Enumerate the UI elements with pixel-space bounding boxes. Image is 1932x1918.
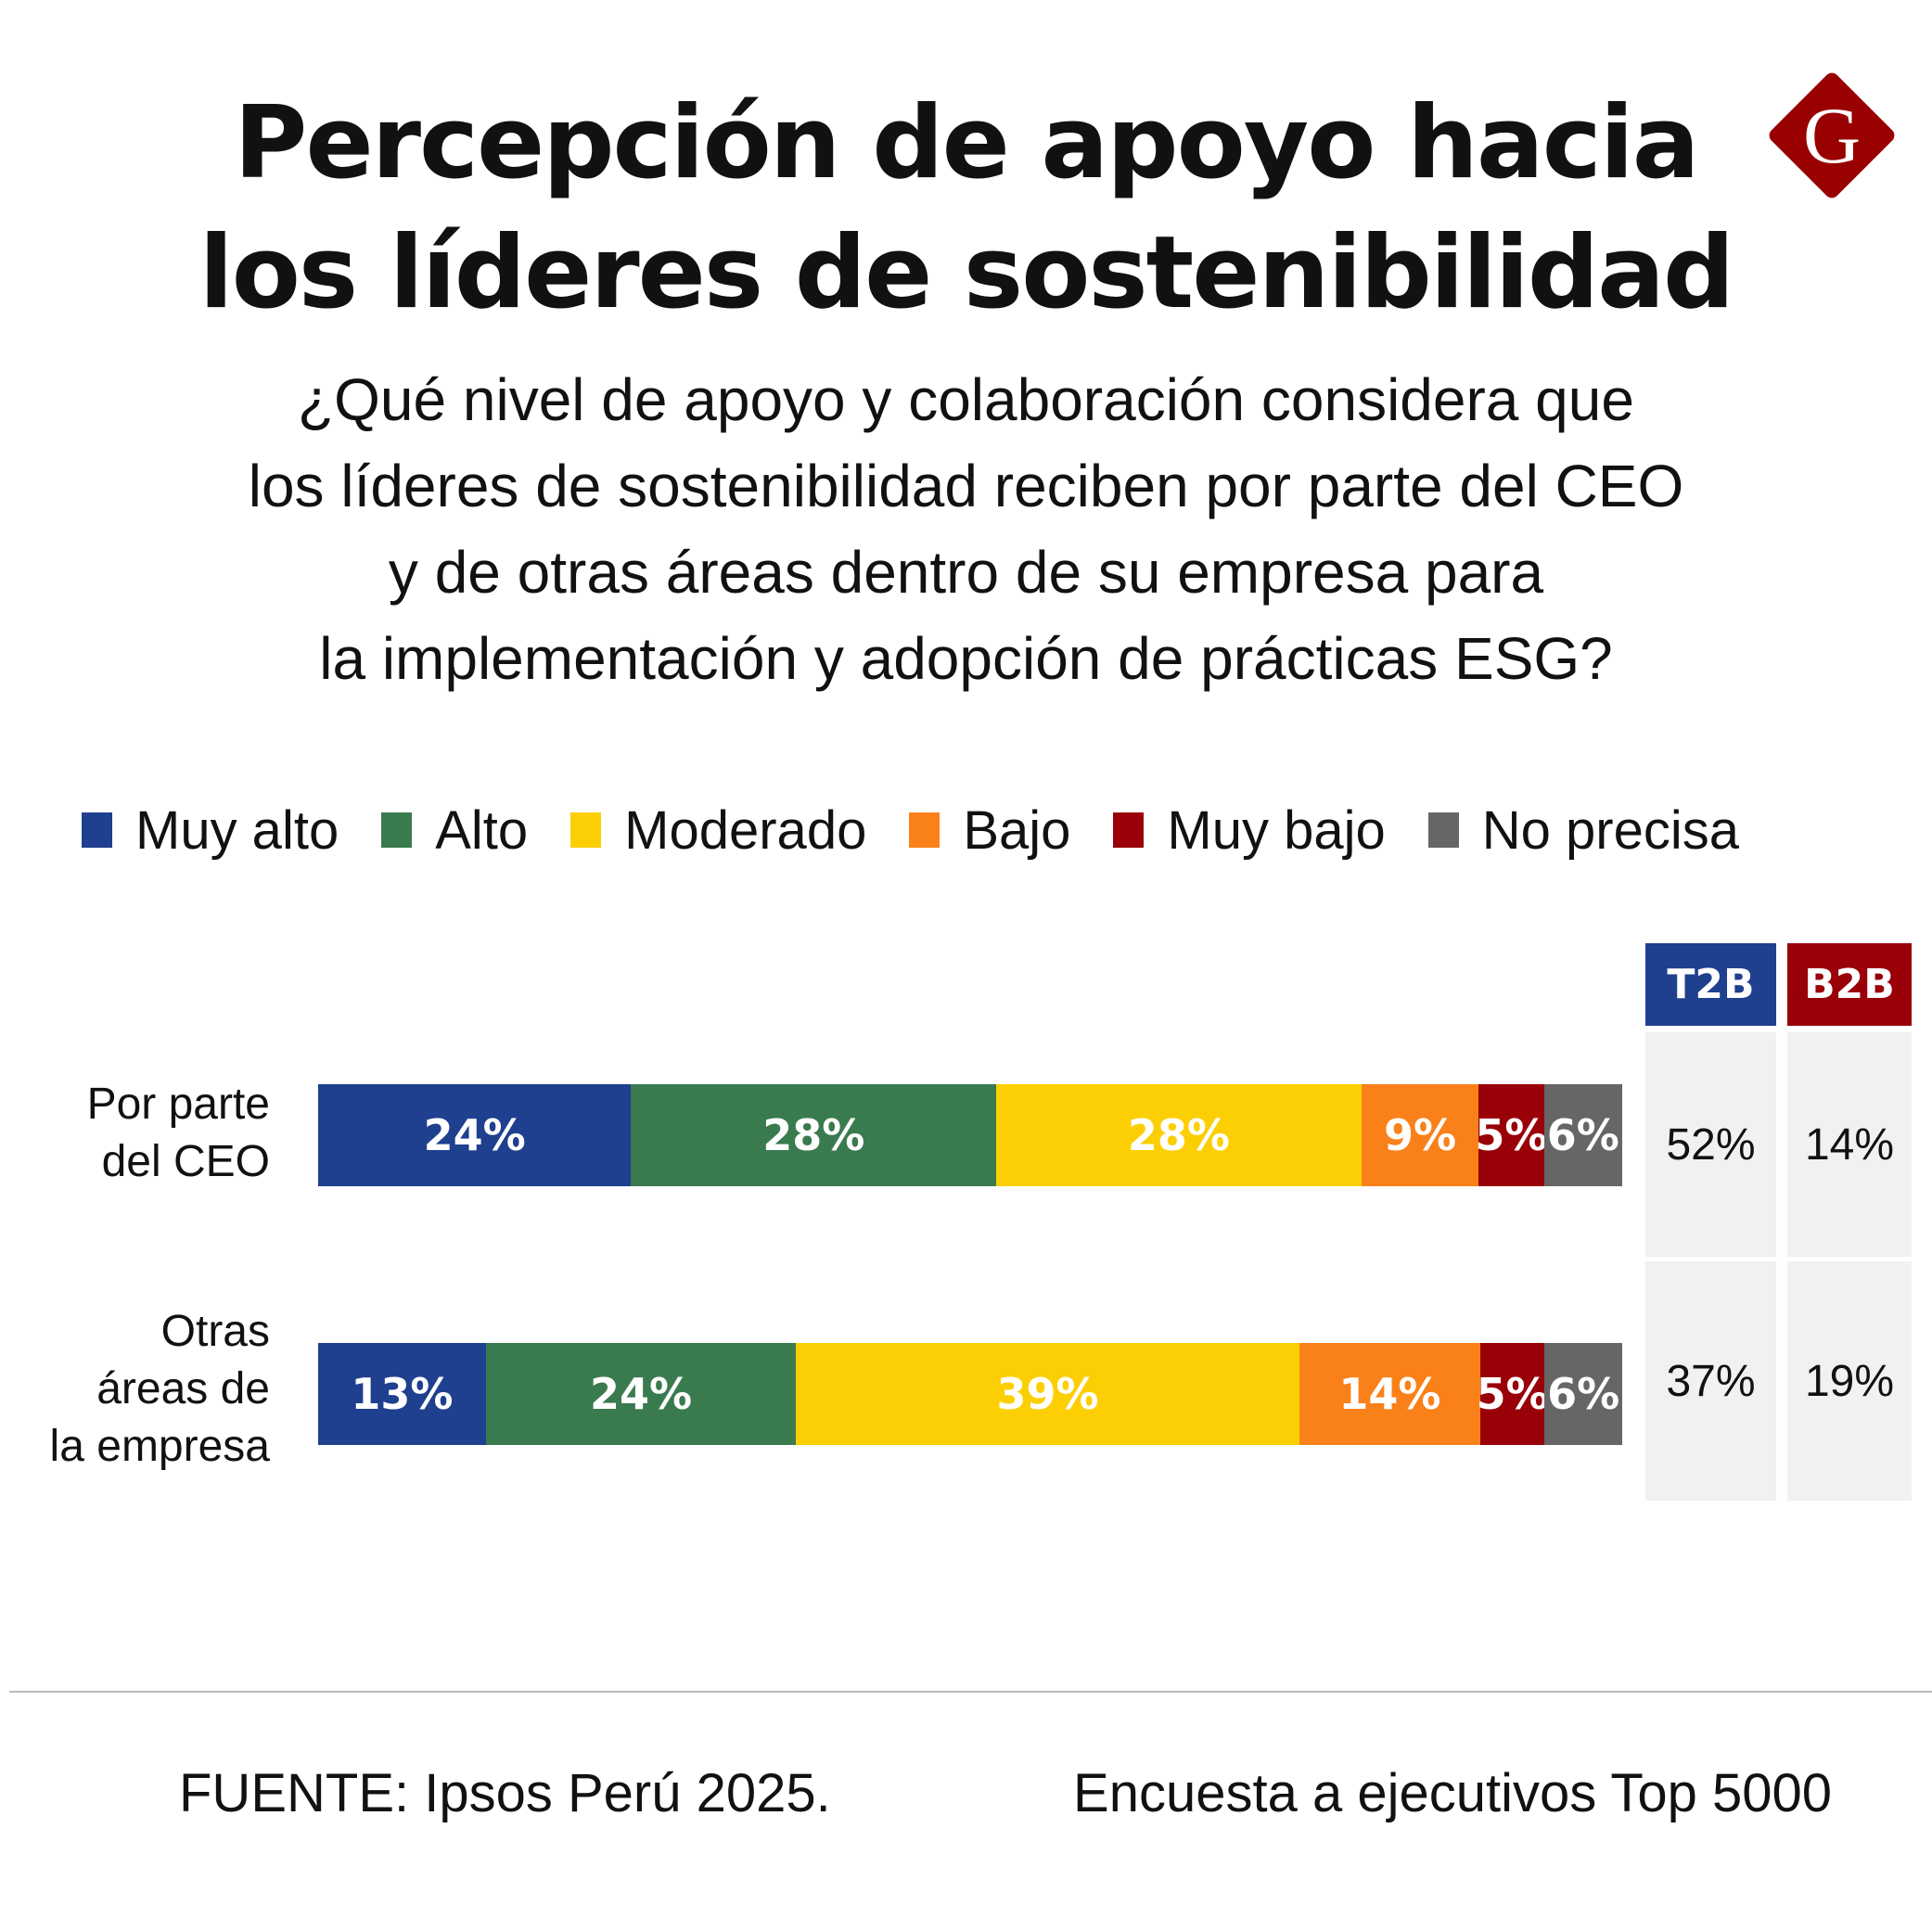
title-line: los líderes de sostenibilidad	[198, 215, 1735, 331]
legend-label: No precisa	[1481, 799, 1739, 861]
legend-swatch	[1113, 812, 1145, 848]
row-label-line: Otras	[160, 1307, 270, 1356]
legend-label: Bajo	[963, 799, 1071, 861]
row-label-line: del CEO	[101, 1137, 270, 1186]
bar-segment: 13%	[318, 1343, 486, 1445]
chart-subtitle: ¿Qué nivel de apoyo y colaboración consi…	[0, 357, 1932, 702]
g-logo-icon: G	[1769, 72, 1895, 198]
t2b-header: T2B	[1645, 943, 1776, 1026]
legend-item: Bajo	[909, 799, 1070, 862]
survey-note: Encuesta a ejecutivos Top 5000	[1073, 1763, 1832, 1823]
data-label: 24%	[423, 1110, 526, 1160]
legend-label: Muy alto	[135, 799, 339, 861]
t2b-value: 37%	[1645, 1261, 1776, 1501]
data-label: 5%	[1476, 1369, 1549, 1419]
data-label: 13%	[351, 1369, 454, 1419]
svg-text:G: G	[1803, 91, 1861, 180]
legend-item: Moderado	[570, 799, 866, 862]
legend: Muy alto Alto Moderado Bajo Muy bajo No preci…	[82, 798, 1782, 863]
bar-segment: 14%	[1299, 1343, 1480, 1445]
divider	[9, 1691, 1932, 1693]
b2b-value: 19%	[1787, 1261, 1912, 1501]
bar-segment: 6%	[1543, 1084, 1622, 1186]
bar-segment: 6%	[1544, 1343, 1622, 1445]
subtitle-line: los líderes de sostenibilidad reciben po…	[248, 453, 1684, 519]
title-line: Percepción de apoyo hacia	[234, 85, 1699, 201]
t2b-value: 52%	[1645, 1032, 1776, 1257]
subtitle-line: ¿Qué nivel de apoyo y colaboración consi…	[298, 366, 1634, 433]
legend-swatch	[1427, 812, 1459, 848]
legend-item: Muy bajo	[1113, 799, 1386, 862]
row-label: Otras áreas de la empresa	[50, 1303, 270, 1476]
subtitle-line: la implementación y adopción de práctica…	[319, 625, 1613, 692]
subtitle-line: y de otras áreas dentro de su empresa pa…	[388, 539, 1544, 606]
chart-title: Percepción de apoyo hacia los líderes de…	[0, 79, 1932, 339]
bar-segment: 39%	[796, 1343, 1299, 1445]
legend-swatch	[381, 812, 413, 848]
b2b-value: 14%	[1787, 1032, 1912, 1257]
bar-segment: 9%	[1361, 1084, 1479, 1186]
bar-segment: 5%	[1475, 1084, 1548, 1186]
legend-swatch	[909, 812, 940, 848]
bar-segment: 28%	[996, 1084, 1362, 1186]
bar-segment: 5%	[1477, 1343, 1549, 1445]
legend-swatch	[570, 812, 602, 848]
stacked-bar: 13% 24% 39% 14% 5% 6%	[318, 1343, 1622, 1445]
row-label: Por parte del CEO	[87, 1076, 270, 1191]
legend-item: Alto	[381, 799, 528, 862]
data-label: 9%	[1383, 1110, 1457, 1160]
data-label: 6%	[1547, 1369, 1620, 1419]
legend-label: Moderado	[624, 799, 867, 861]
row-label-line: la empresa	[49, 1422, 270, 1471]
legend-item: Muy alto	[82, 799, 339, 862]
data-label: 14%	[1338, 1369, 1441, 1419]
data-label: 5%	[1475, 1110, 1548, 1160]
bar-segment: 28%	[631, 1084, 997, 1186]
legend-item: No precisa	[1427, 799, 1739, 862]
data-label: 28%	[1127, 1110, 1230, 1160]
data-label: 28%	[762, 1110, 865, 1160]
data-label: 39%	[996, 1369, 1099, 1419]
data-label: 6%	[1546, 1110, 1619, 1160]
bar-segment: 24%	[485, 1343, 797, 1445]
legend-swatch	[82, 812, 112, 848]
row-label-line: Por parte	[86, 1080, 270, 1129]
b2b-header: B2B	[1787, 943, 1912, 1026]
stacked-bar: 24% 28% 28% 9% 5% 6%	[318, 1084, 1622, 1186]
data-label: 24%	[589, 1369, 693, 1419]
row-label-line: áreas de	[96, 1364, 270, 1413]
bar-segment: 24%	[318, 1084, 632, 1186]
legend-label: Alto	[435, 799, 529, 861]
legend-label: Muy bajo	[1167, 799, 1386, 861]
source-note: FUENTE: Ipsos Perú 2025.	[179, 1763, 831, 1823]
